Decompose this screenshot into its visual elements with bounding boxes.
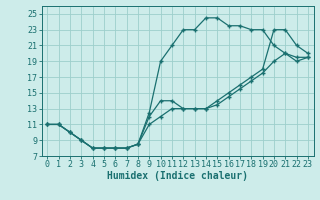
X-axis label: Humidex (Indice chaleur): Humidex (Indice chaleur)	[107, 171, 248, 181]
